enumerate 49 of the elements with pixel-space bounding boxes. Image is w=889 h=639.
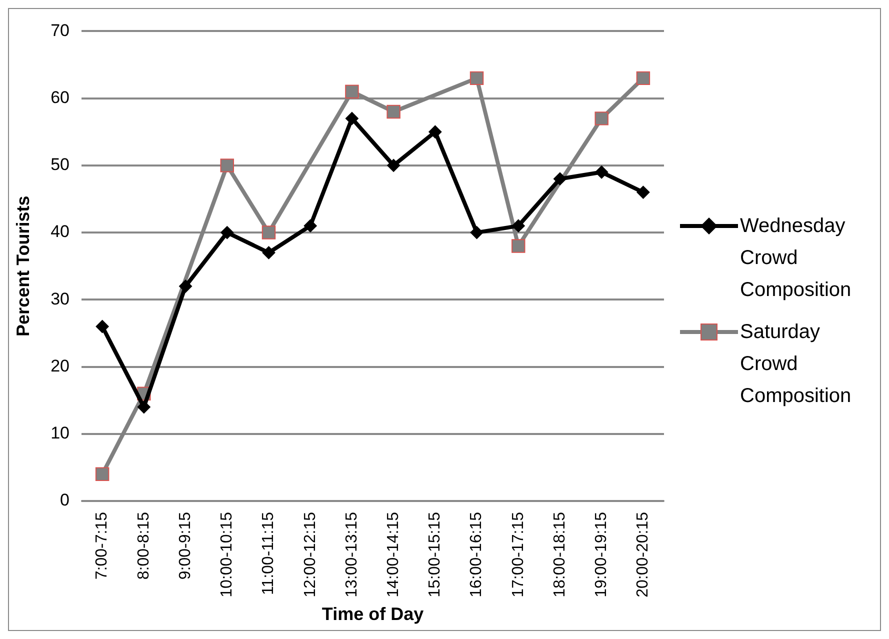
point <box>387 158 400 172</box>
x-tick-label: 12:00-12:15 <box>302 512 319 598</box>
x-tick-label: 8:00-8:15 <box>135 512 152 580</box>
point <box>220 158 234 172</box>
point <box>179 280 192 293</box>
x-tick-label: 15:00-15:15 <box>426 512 444 598</box>
x-tick-label: 20:00-20:15 <box>634 512 652 598</box>
point <box>553 172 566 186</box>
point <box>512 219 525 232</box>
y-tick-label: 50 <box>50 155 70 174</box>
y-tick-label: 70 <box>50 20 70 40</box>
y-tick-label: 30 <box>50 289 70 308</box>
point <box>512 239 526 253</box>
point <box>220 226 234 240</box>
point <box>137 400 150 414</box>
y-tick-label: 20 <box>50 356 70 376</box>
x-tick-label: 10:00-10:15 <box>218 512 236 598</box>
x-tick-label: 9:00-9:15 <box>176 512 194 580</box>
point <box>595 166 608 179</box>
legend-label: Saturday Crowd Composition <box>740 320 852 408</box>
x-tick-label: 16:00-16:15 <box>468 512 486 598</box>
point <box>470 71 484 86</box>
x-axis-title: Time of Day <box>322 604 424 624</box>
point <box>96 320 109 333</box>
point <box>262 226 276 240</box>
point <box>95 467 110 482</box>
y-tick-label: 60 <box>50 88 70 107</box>
point <box>428 125 442 138</box>
y-tick-label: 0 <box>60 490 70 510</box>
point <box>470 226 484 240</box>
point <box>262 246 276 260</box>
legend-label: Wednesday Crowd Composition <box>740 214 852 302</box>
y-tick-label: 10 <box>50 424 70 443</box>
x-tick-label: 18:00-18:15 <box>551 512 568 598</box>
point <box>386 104 400 119</box>
point <box>345 84 359 98</box>
y-axis-title: Percent Tourists <box>12 196 33 336</box>
point <box>636 186 650 199</box>
point <box>636 71 650 86</box>
point <box>594 112 608 126</box>
x-tick-label: 7:00-7:15 <box>94 512 111 580</box>
y-tick-label: 40 <box>50 222 70 242</box>
x-tick-label: 19:00-19:15 <box>592 512 610 598</box>
point <box>345 112 358 125</box>
x-tick-label: 14:00-14:15 <box>384 512 402 598</box>
x-tick-label: 13:00-13:15 <box>343 512 360 598</box>
point <box>304 219 317 232</box>
x-tick-label: 17:00-17:15 <box>510 512 527 598</box>
x-tick-label: 11:00-11:15 <box>260 512 278 596</box>
